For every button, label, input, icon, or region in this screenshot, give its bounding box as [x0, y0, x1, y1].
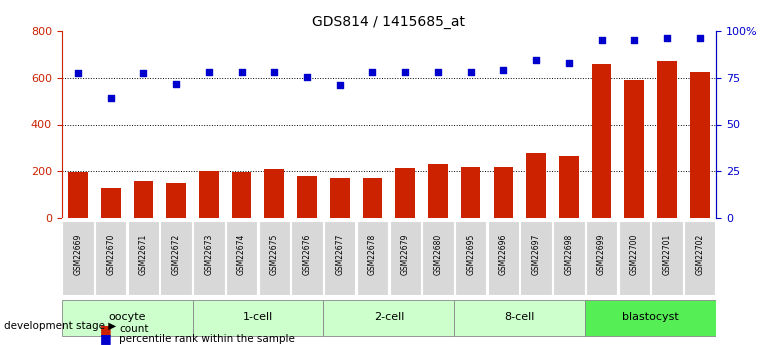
FancyBboxPatch shape — [160, 221, 192, 295]
Bar — [559, 156, 579, 218]
Bar — [69, 172, 88, 218]
Text: blastocyst: blastocyst — [622, 312, 679, 322]
Bar — [428, 164, 448, 218]
Point — [236, 69, 248, 75]
Text: GSM22674: GSM22674 — [237, 234, 246, 276]
Bar — [657, 61, 677, 218]
FancyBboxPatch shape — [323, 300, 454, 336]
Bar — [591, 64, 611, 218]
Point — [333, 82, 346, 87]
Text: GSM22697: GSM22697 — [531, 234, 541, 276]
Text: GSM22671: GSM22671 — [139, 234, 148, 275]
Point — [72, 70, 84, 76]
Text: development stage ▶: development stage ▶ — [4, 321, 116, 331]
FancyBboxPatch shape — [226, 221, 257, 295]
Text: GSM22678: GSM22678 — [368, 234, 377, 275]
Text: GSM22676: GSM22676 — [303, 234, 312, 276]
Text: GSM22698: GSM22698 — [564, 234, 574, 275]
Text: GSM22679: GSM22679 — [400, 234, 410, 276]
Text: GSM22701: GSM22701 — [662, 234, 671, 275]
Text: GSM22672: GSM22672 — [172, 234, 181, 275]
Point — [628, 38, 641, 43]
Text: 8-cell: 8-cell — [504, 312, 535, 322]
Point — [432, 69, 444, 75]
Point — [170, 81, 182, 86]
Bar — [297, 176, 317, 218]
Point — [497, 67, 510, 72]
Point — [595, 38, 608, 43]
Text: GSM22669: GSM22669 — [73, 234, 82, 276]
Point — [563, 60, 575, 66]
Bar — [396, 168, 415, 218]
FancyBboxPatch shape — [193, 221, 225, 295]
FancyBboxPatch shape — [454, 300, 585, 336]
Bar — [265, 169, 284, 218]
FancyBboxPatch shape — [684, 221, 715, 295]
Bar — [527, 152, 546, 218]
Point — [301, 74, 313, 79]
Text: ■: ■ — [100, 323, 112, 336]
Bar — [624, 80, 644, 218]
FancyBboxPatch shape — [324, 221, 356, 295]
Point — [694, 35, 706, 41]
Point — [203, 69, 215, 75]
Point — [137, 70, 149, 76]
Text: GSM22702: GSM22702 — [695, 234, 705, 275]
Text: GSM22696: GSM22696 — [499, 234, 508, 276]
FancyBboxPatch shape — [192, 300, 323, 336]
FancyBboxPatch shape — [128, 221, 159, 295]
Point — [105, 95, 117, 100]
FancyBboxPatch shape — [291, 221, 323, 295]
FancyBboxPatch shape — [422, 221, 454, 295]
Point — [399, 69, 411, 75]
FancyBboxPatch shape — [95, 221, 126, 295]
FancyBboxPatch shape — [455, 221, 487, 295]
Bar — [494, 167, 514, 218]
Text: count: count — [119, 325, 149, 334]
Text: percentile rank within the sample: percentile rank within the sample — [119, 334, 295, 344]
FancyBboxPatch shape — [585, 300, 716, 336]
Text: oocyte: oocyte — [109, 312, 146, 322]
Point — [530, 58, 542, 63]
Bar — [166, 183, 186, 218]
Bar — [690, 72, 710, 218]
Title: GDS814 / 1415685_at: GDS814 / 1415685_at — [313, 14, 465, 29]
Bar — [330, 178, 350, 218]
Point — [367, 69, 379, 75]
Point — [661, 35, 673, 41]
Point — [464, 69, 477, 75]
FancyBboxPatch shape — [521, 221, 552, 295]
Bar — [199, 171, 219, 218]
Bar — [232, 172, 251, 218]
FancyBboxPatch shape — [586, 221, 618, 295]
Bar — [101, 188, 120, 218]
FancyBboxPatch shape — [357, 221, 388, 295]
Text: GSM22695: GSM22695 — [466, 234, 475, 276]
Text: 1-cell: 1-cell — [243, 312, 273, 322]
Text: GSM22673: GSM22673 — [204, 234, 213, 276]
FancyBboxPatch shape — [651, 221, 683, 295]
FancyBboxPatch shape — [390, 221, 421, 295]
Text: ■: ■ — [100, 332, 112, 345]
Text: GSM22700: GSM22700 — [630, 234, 639, 276]
Text: GSM22699: GSM22699 — [597, 234, 606, 276]
Bar — [134, 180, 153, 218]
Text: GSM22677: GSM22677 — [335, 234, 344, 276]
Text: GSM22670: GSM22670 — [106, 234, 115, 276]
FancyBboxPatch shape — [62, 300, 192, 336]
FancyBboxPatch shape — [618, 221, 650, 295]
FancyBboxPatch shape — [553, 221, 584, 295]
Bar — [460, 167, 480, 218]
Point — [268, 69, 280, 75]
FancyBboxPatch shape — [487, 221, 519, 295]
FancyBboxPatch shape — [62, 221, 94, 295]
Text: GSM22680: GSM22680 — [434, 234, 443, 275]
Text: GSM22675: GSM22675 — [270, 234, 279, 276]
FancyBboxPatch shape — [259, 221, 290, 295]
Text: 2-cell: 2-cell — [373, 312, 404, 322]
Bar — [363, 178, 382, 218]
